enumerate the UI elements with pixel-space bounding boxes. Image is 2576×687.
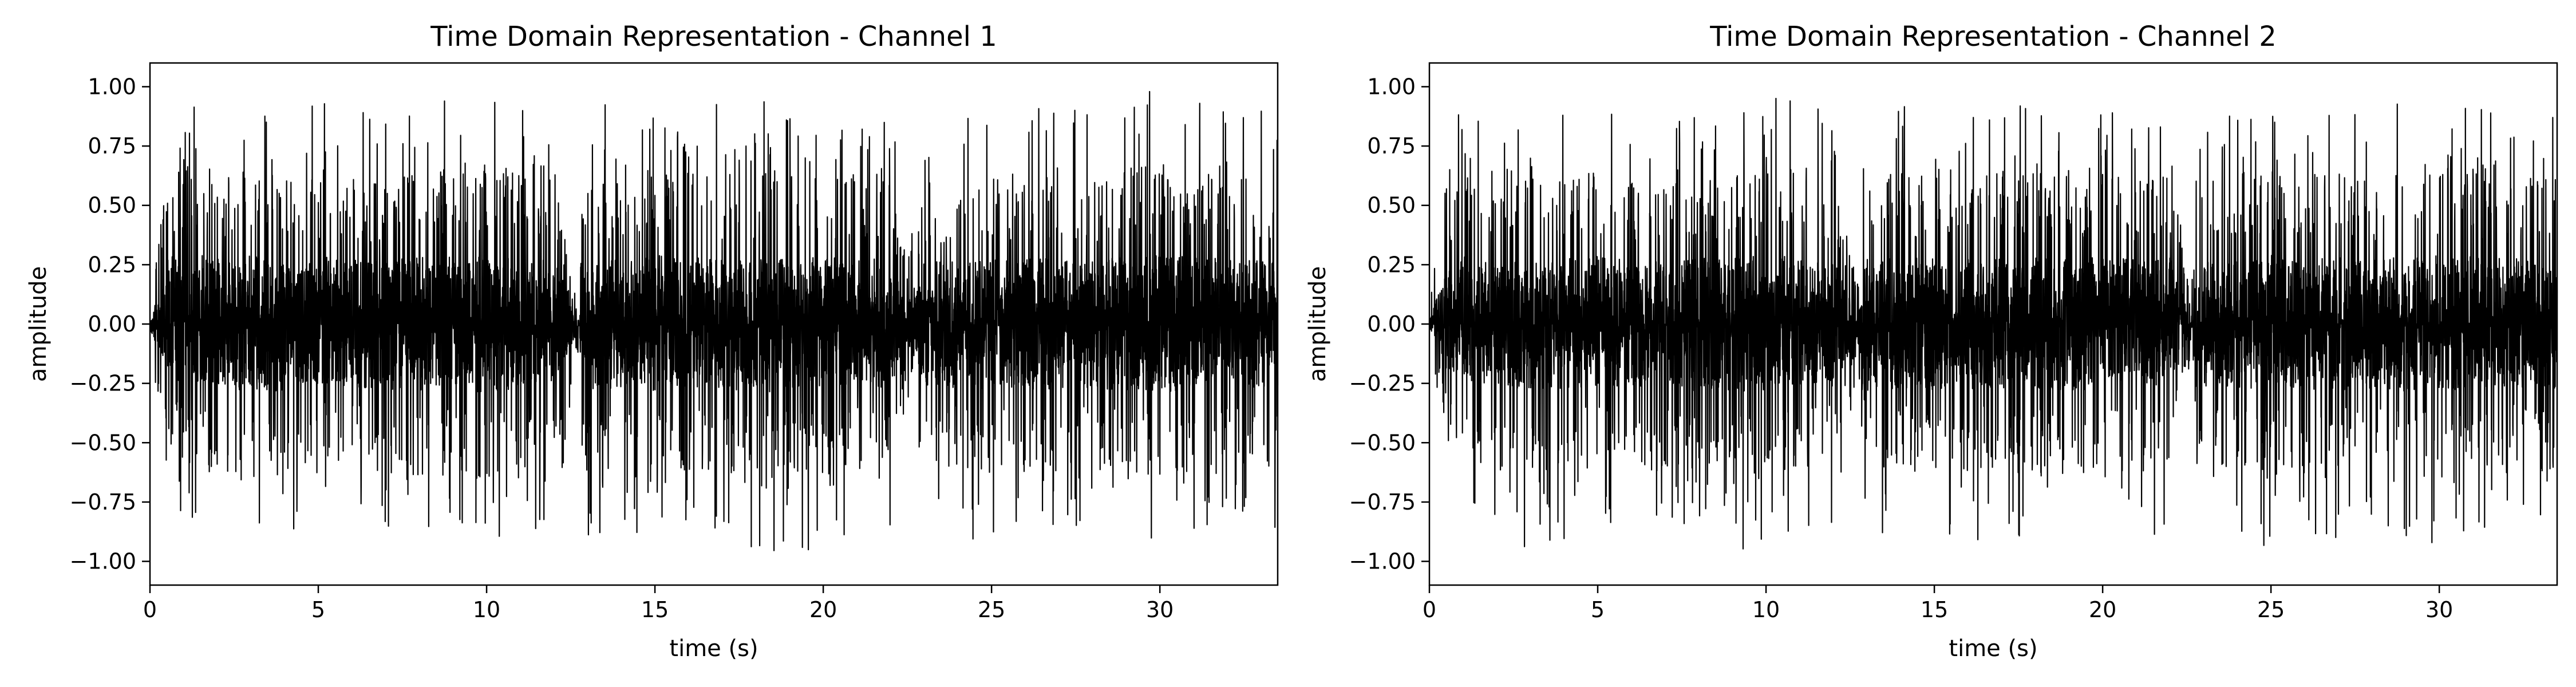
x-tick-label: 15	[1921, 597, 1948, 622]
x-tick-label: 0	[143, 597, 157, 622]
y-axis-label: amplitude	[1305, 266, 1331, 382]
y-tick-label: −0.50	[70, 430, 136, 455]
ticks-layer: 0 5 10 15 20 25 30 −1.00 −0.75 −0.50 −0.25 0.00 0.25…	[1349, 74, 2453, 622]
x-tick-label: 0	[1423, 597, 1436, 622]
ticks-layer: 0 5 10 15 20 25 30 −1.00 −0.75 −0.50 −0.25 0.00 0.25…	[70, 74, 1174, 622]
x-tick-label: 30	[2425, 597, 2453, 622]
y-tick-label: 0.50	[1367, 193, 1416, 218]
signal-series-line	[149, 90, 1279, 551]
x-tick-label: 20	[2089, 597, 2116, 622]
chart-channel-1: Time Domain Representation - Channel 1 0…	[25, 21, 1279, 662]
y-tick-label: −0.75	[70, 489, 136, 515]
x-axis-label: time (s)	[1949, 635, 2037, 662]
signal-trace-layer	[1428, 97, 2558, 550]
y-tick-label: 0.75	[1367, 133, 1416, 159]
chart-title: Time Domain Representation - Channel 1	[430, 21, 997, 53]
y-tick-label: 0.00	[88, 311, 136, 337]
x-tick-label: 25	[2257, 597, 2285, 622]
chart-channel-2: Time Domain Representation - Channel 2 0…	[1305, 21, 2558, 662]
x-tick-label: 20	[809, 597, 837, 622]
x-tick-label: 5	[1591, 597, 1605, 622]
y-tick-label: 0.50	[88, 193, 136, 218]
y-tick-label: 0.00	[1367, 311, 1416, 337]
chart-title: Time Domain Representation - Channel 2	[1709, 21, 2276, 53]
signal-trace-layer	[149, 90, 1279, 551]
y-tick-label: −1.00	[1349, 549, 1416, 574]
y-tick-label: −0.75	[1349, 489, 1416, 515]
y-tick-label: −1.00	[70, 549, 136, 574]
plot-frame	[149, 62, 1279, 586]
y-tick-label: 0.75	[88, 133, 136, 159]
signal-series-line	[1428, 97, 2558, 550]
y-tick-label: −0.25	[1349, 371, 1416, 396]
x-tick-label: 5	[311, 597, 325, 622]
x-tick-label: 10	[1752, 597, 1780, 622]
x-tick-label: 25	[978, 597, 1005, 622]
y-tick-label: −0.50	[1349, 430, 1416, 455]
y-tick-label: −0.25	[70, 371, 136, 396]
y-axis-label: amplitude	[25, 266, 52, 382]
y-tick-label: 0.25	[88, 252, 136, 277]
y-tick-label: 1.00	[88, 74, 136, 99]
y-tick-label: 0.25	[1367, 252, 1416, 277]
x-tick-label: 10	[473, 597, 500, 622]
x-tick-label: 30	[1146, 597, 1174, 622]
x-tick-label: 15	[641, 597, 669, 622]
y-tick-label: 1.00	[1367, 74, 1416, 99]
plot-frame	[1428, 62, 2558, 586]
x-axis-label: time (s)	[669, 635, 758, 662]
